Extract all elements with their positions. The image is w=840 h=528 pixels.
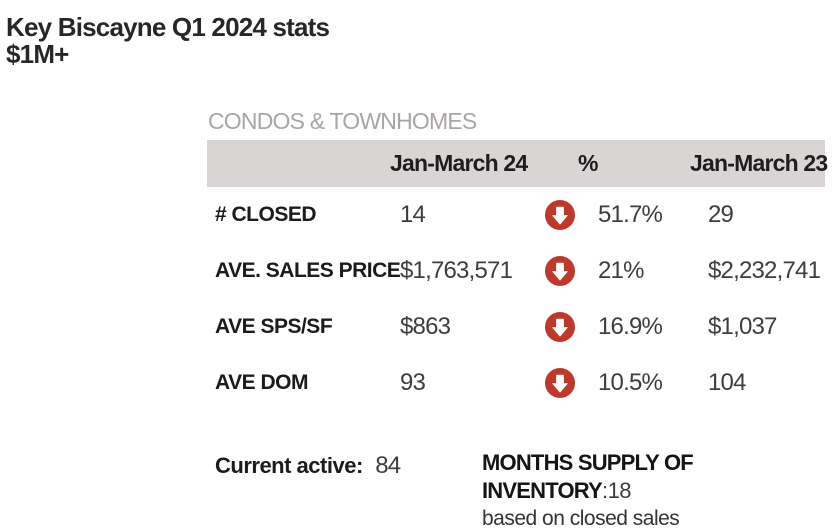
trend-down-icon (545, 256, 575, 286)
msi-separator: : (601, 478, 608, 503)
msi-note: based on closed sales (482, 507, 680, 528)
page-title: Key Biscayne Q1 2024 stats $1M+ (6, 12, 330, 69)
row-percent-change: 51.7% (598, 201, 663, 228)
column-header-percent-change: % (578, 150, 598, 176)
row-current-value: $1,763,571 (400, 257, 513, 284)
row-percent-change: 21% (598, 257, 644, 284)
row-previous-value: 29 (708, 201, 734, 228)
msi-value: 18 (607, 478, 632, 503)
row-current-value: 14 (400, 201, 426, 228)
current-active-label: Current active: (215, 453, 363, 478)
table-row-closed: # CLOSED 14 51.7% 29 (207, 187, 825, 243)
row-label: # CLOSED (215, 203, 317, 226)
row-previous-value: $2,232,741 (708, 257, 821, 284)
current-active: Current active: 84 (215, 452, 401, 480)
trend-down-icon (545, 200, 575, 230)
table-row-ave-sps-sf: AVE SPS/SF $863 16.9% $1,037 (207, 299, 825, 355)
table-row-ave-sales-price: AVE. SALES PRICE $1,763,571 21% $2,232,7… (207, 243, 825, 299)
stats-table: CONDOS & TOWNHOMES Jan-March 24 % Jan-Ma… (207, 108, 828, 411)
page-title-line2: $1M+ (6, 39, 69, 69)
table-row-ave-dom: AVE DOM 93 10.5% 104 (207, 355, 825, 411)
row-percent-change: 16.9% (598, 313, 663, 340)
row-label: AVE. SALES PRICE (215, 259, 401, 282)
row-current-value: $863 (400, 313, 451, 340)
row-label: AVE DOM (215, 371, 308, 394)
table-body: # CLOSED 14 51.7% 29 AVE. SALES PRICE $1… (207, 187, 825, 411)
trend-down-icon (545, 368, 575, 398)
row-current-value: 93 (400, 369, 426, 396)
column-header-current-period: Jan-March 24 (390, 150, 528, 176)
row-previous-value: $1,037 (708, 313, 777, 340)
row-label: AVE SPS/SF (215, 315, 333, 338)
current-active-value: 84 (375, 452, 401, 479)
row-previous-value: 104 (708, 369, 746, 396)
table-header-row: Jan-March 24 % Jan-March 23 (207, 140, 828, 187)
row-percent-change: 10.5% (598, 369, 663, 396)
page-title-line1: Key Biscayne Q1 2024 stats (6, 12, 330, 42)
months-supply-of-inventory: MONTHS SUPPLY OF INVENTORY:18 based on c… (482, 450, 832, 528)
trend-down-icon (545, 312, 575, 342)
column-header-previous-period: Jan-March 23 (690, 150, 828, 176)
msi-label: MONTHS SUPPLY OF INVENTORY (482, 450, 694, 503)
section-label: CONDOS & TOWNHOMES (208, 108, 477, 134)
